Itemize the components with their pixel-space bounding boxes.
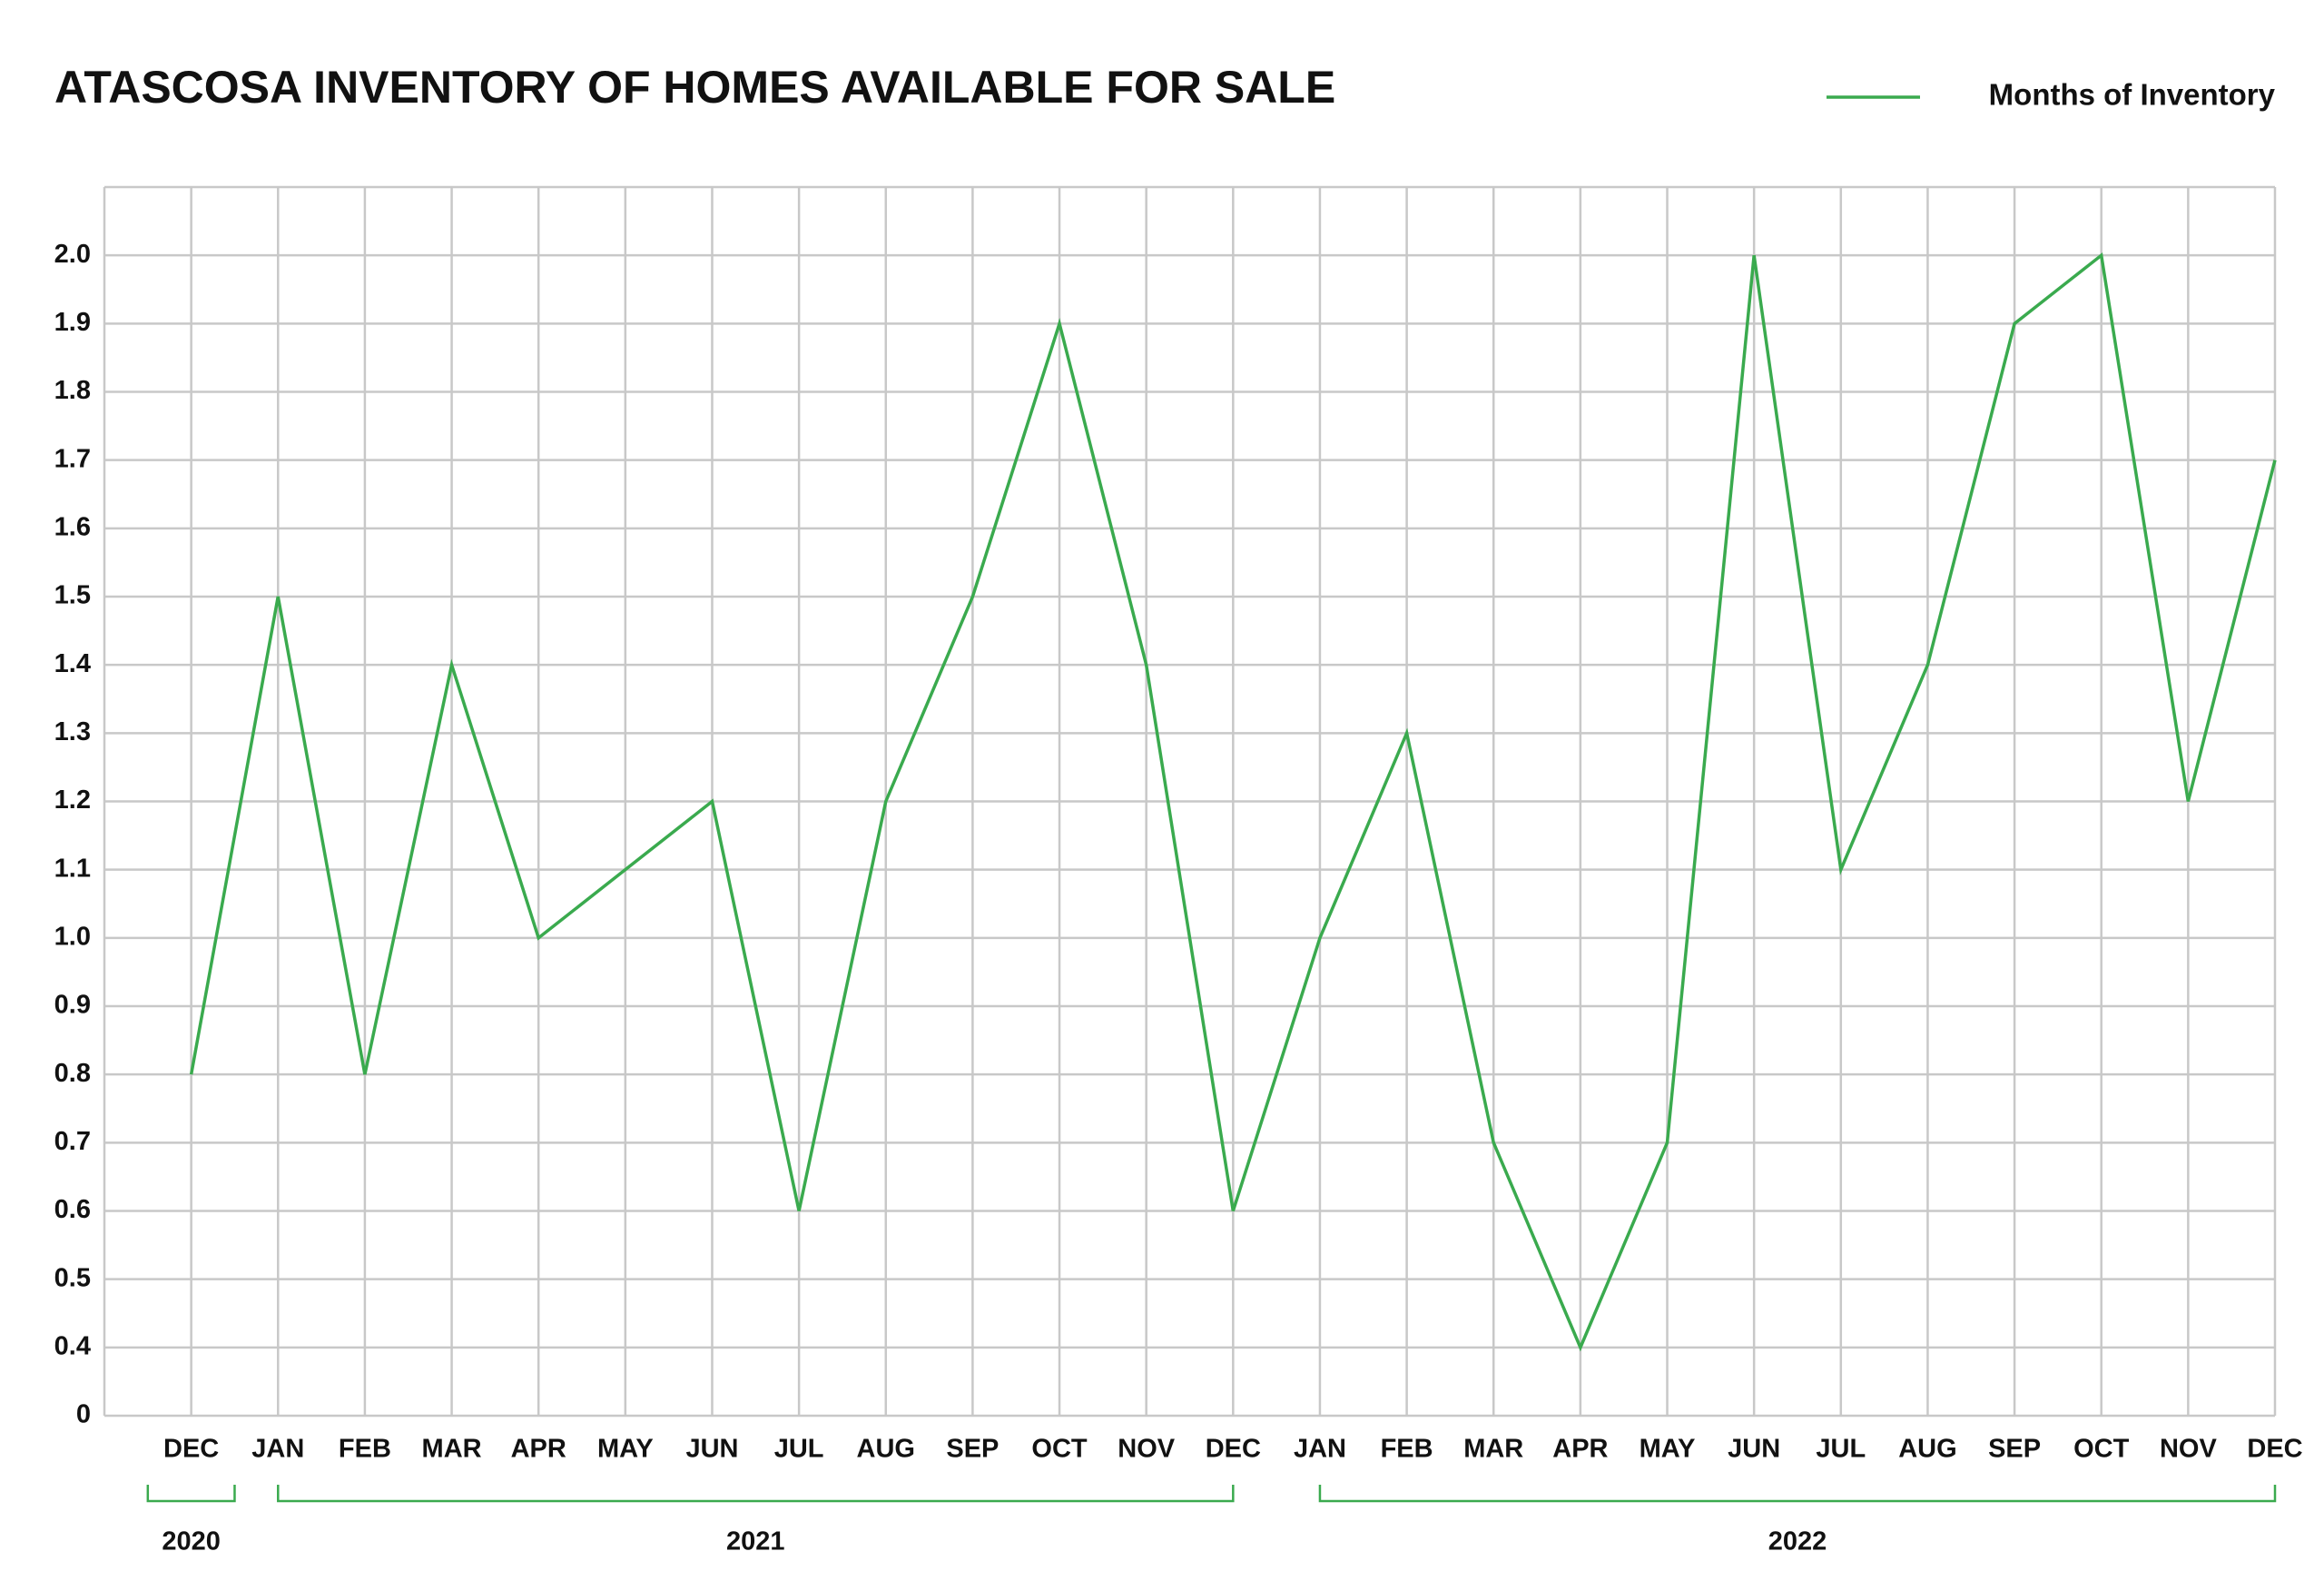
x-tick-label: SEP — [946, 1435, 999, 1464]
group-bracket — [277, 1485, 1235, 1503]
group-label: 2022 — [1768, 1527, 1827, 1556]
x-tick-label: FEB — [339, 1435, 391, 1464]
x-tick-label: AUG — [1898, 1435, 1956, 1464]
y-tick-label: 1.9 — [54, 308, 91, 337]
x-tick-label: MAY — [597, 1435, 654, 1464]
y-tick-label: 1.3 — [54, 717, 91, 746]
x-tick-label: NOV — [2160, 1435, 2218, 1464]
y-tick-label: 0.8 — [54, 1059, 91, 1088]
y-tick-label: 0.9 — [54, 991, 91, 1020]
y-tick-label: 1.0 — [54, 922, 91, 951]
y-tick-label: 0 — [76, 1400, 91, 1429]
y-tick-label: 1.6 — [54, 512, 91, 541]
group-label: 2020 — [162, 1527, 221, 1556]
y-tick-label: 0.5 — [54, 1263, 91, 1292]
x-tick-label: APR — [1552, 1435, 1608, 1464]
x-tick-label: DEC — [2247, 1435, 2302, 1464]
y-tick-label: 0.6 — [54, 1195, 91, 1224]
x-tick-label: MAR — [422, 1435, 482, 1464]
group-bracket — [1318, 1485, 2277, 1503]
y-tick-label: 0.4 — [54, 1331, 91, 1360]
group-label: 2021 — [726, 1527, 785, 1556]
y-tick-label: 1.4 — [54, 649, 91, 678]
x-tick-label: JAN — [1294, 1435, 1346, 1464]
y-tick-label: 1.2 — [54, 786, 91, 815]
x-tick-label: MAY — [1640, 1435, 1696, 1464]
y-tick-label: 1.8 — [54, 376, 91, 405]
y-tick-label: 1.1 — [54, 854, 91, 883]
x-tick-label: JUL — [774, 1435, 824, 1464]
legend-label: Months of Inventory — [1989, 78, 2276, 112]
y-tick-label: 0.7 — [54, 1127, 91, 1156]
x-tick-label: OCT — [2073, 1435, 2130, 1464]
x-tick-label: DEC — [1206, 1435, 1261, 1464]
group-bracket — [146, 1485, 236, 1503]
x-tick-label: AUG — [857, 1435, 915, 1464]
x-tick-label: APR — [511, 1435, 566, 1464]
x-tick-label: JUL — [1816, 1435, 1866, 1464]
data-line — [189, 252, 2277, 1352]
x-tick-label: OCT — [1031, 1435, 1088, 1464]
x-tick-label: JUN — [685, 1435, 738, 1464]
y-tick-label: 1.7 — [54, 444, 91, 473]
x-tick-label: DEC — [163, 1435, 219, 1464]
x-tick-label: JAN — [251, 1435, 304, 1464]
x-tick-label: MAR — [1463, 1435, 1523, 1464]
x-tick-label: FEB — [1381, 1435, 1433, 1464]
y-tick-label: 1.5 — [54, 581, 91, 610]
chart-title: ATASCOSA INVENTORY OF HOMES AVAILABLE FO… — [54, 62, 1335, 113]
x-tick-label: SEP — [1988, 1435, 2041, 1464]
x-tick-label: JUN — [1728, 1435, 1780, 1464]
y-tick-label: 2.0 — [54, 240, 91, 269]
x-tick-label: NOV — [1118, 1435, 1176, 1464]
